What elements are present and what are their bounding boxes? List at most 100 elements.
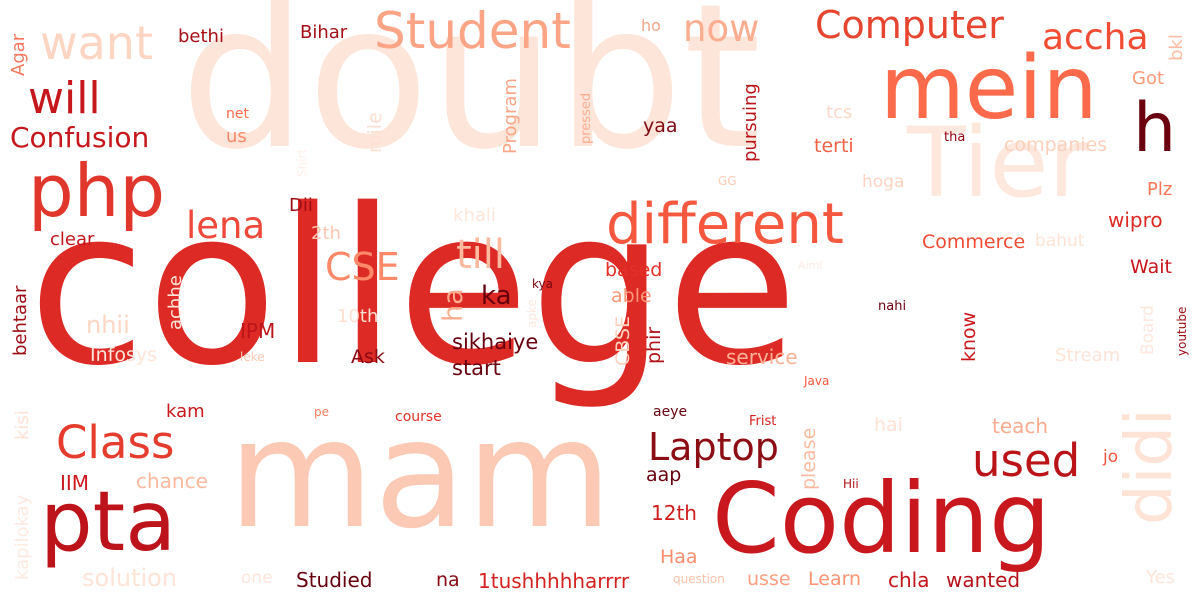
word-behtaar: behtaar: [10, 285, 31, 356]
word-shirt: Shirt: [295, 148, 309, 177]
word-commerce: Commerce: [922, 231, 1026, 253]
word-dii: Dii: [289, 195, 313, 216]
word-wanted: wanted: [946, 568, 1021, 592]
word-aiml: Aiml: [798, 259, 823, 272]
word-want: want: [40, 16, 154, 70]
word-net: net: [226, 106, 249, 122]
word-different: different: [606, 192, 844, 257]
word-able: able: [611, 285, 652, 307]
word-solution: solution: [82, 564, 178, 592]
word-hii: Hii: [843, 477, 859, 491]
word-bkl: bkl: [1166, 34, 1187, 61]
word-student: Student: [374, 2, 571, 60]
word-php: php: [28, 149, 166, 233]
word-hai: hai: [874, 414, 903, 436]
word-please: please: [798, 427, 820, 490]
word-1tushhhhharrrr: 1tushhhhharrrr: [478, 569, 630, 593]
word-pressed: pressed: [579, 92, 594, 144]
word-khali: khali: [453, 205, 496, 226]
word-nhii: nhii: [86, 311, 130, 339]
word-one: one: [241, 568, 273, 588]
word-till: till: [456, 232, 506, 278]
word-bethi: bethi: [178, 26, 224, 47]
word-kisi: kisi: [12, 410, 33, 440]
word-chance: chance: [136, 469, 208, 493]
word-ka: ka: [481, 281, 512, 311]
word-10th: 10th: [337, 306, 379, 327]
word-wipro: wipro: [1108, 208, 1163, 232]
word-aeye: aeye: [653, 404, 688, 420]
word-will: will: [28, 73, 101, 124]
word-2th: 2th: [311, 223, 341, 244]
word-gg: GG: [718, 174, 737, 188]
word-start: start: [452, 356, 501, 380]
word-pursuing: pursuing: [740, 83, 761, 162]
word-apke: apke: [525, 299, 539, 328]
word-class: Class: [56, 416, 175, 469]
word-yes: Yes: [1146, 567, 1176, 588]
word-cbse: CBSE: [612, 315, 634, 366]
word-achhe: achhe: [165, 275, 186, 330]
word-frist: Frist: [749, 414, 777, 429]
word-know: know: [958, 311, 980, 362]
word-bahut: bahut: [1035, 231, 1085, 251]
word-yaa: yaa: [643, 115, 678, 137]
word-usse: usse: [747, 568, 791, 590]
word-bihar: Bihar: [300, 22, 348, 43]
word-studied: Studied: [296, 568, 373, 592]
word-teach: teach: [992, 414, 1049, 438]
word-confusion: Confusion: [10, 121, 150, 154]
word-learn: Learn: [808, 568, 862, 590]
word-now: now: [683, 7, 760, 50]
word-companies: companies: [1004, 134, 1108, 156]
word-course: course: [395, 409, 442, 425]
word-coding: Coding: [712, 462, 1051, 575]
word-infosys: Infosys: [90, 344, 158, 366]
word-tier: Tier: [907, 107, 1088, 219]
word-based: based: [605, 259, 663, 281]
word-java: Java: [804, 374, 830, 388]
word-ask: Ask: [351, 346, 385, 368]
word-us: us: [226, 126, 247, 147]
word-used: used: [972, 434, 1081, 487]
word-phir: phir: [643, 326, 665, 364]
word-tha: tha: [944, 130, 966, 145]
word-aap: aap: [646, 464, 682, 486]
word-agar: Agar: [8, 33, 29, 76]
word-terti: terti: [814, 135, 854, 157]
word-na: na: [436, 569, 460, 591]
word-wait: Wait: [1130, 256, 1172, 278]
word-youtube: youtube: [1175, 306, 1189, 356]
word-college: college: [28, 162, 799, 413]
word-tcs: tcs: [826, 102, 853, 123]
word-got: Got: [1132, 68, 1165, 89]
word-clear: clear: [50, 229, 95, 250]
word-hoga: hoga: [862, 172, 905, 192]
word-ho: ho: [641, 16, 661, 35]
word-lena: lena: [186, 204, 266, 247]
word-iim: IIM: [60, 471, 90, 495]
word-ipm: IPM: [240, 319, 276, 343]
word-plz: Plz: [1147, 179, 1173, 200]
word-ha: ha: [438, 288, 469, 322]
word-mam: mam: [228, 388, 613, 562]
word-didi: didi: [1113, 408, 1187, 525]
word-program: Program: [500, 78, 521, 154]
word-haa: Haa: [660, 546, 698, 568]
word-12th: 12th: [651, 501, 697, 525]
word-h: h: [1133, 89, 1177, 168]
word-leke: leke: [240, 350, 265, 364]
word-jo: jo: [1103, 447, 1119, 467]
word-computer: Computer: [815, 3, 1004, 47]
word-kapilokay: kapilokay: [12, 494, 33, 580]
word-service: service: [726, 345, 798, 369]
word-kam: kam: [166, 401, 205, 422]
word-doubt: doubt: [180, 0, 762, 194]
word-stream: Stream: [1055, 345, 1121, 366]
word-nahi: nahi: [878, 299, 907, 314]
word-question: question: [673, 572, 725, 586]
word-kya: kya: [532, 277, 553, 291]
word-accha: accha: [1042, 17, 1149, 58]
word-board: Board: [1138, 305, 1158, 355]
word-laptop: Laptop: [648, 425, 779, 469]
